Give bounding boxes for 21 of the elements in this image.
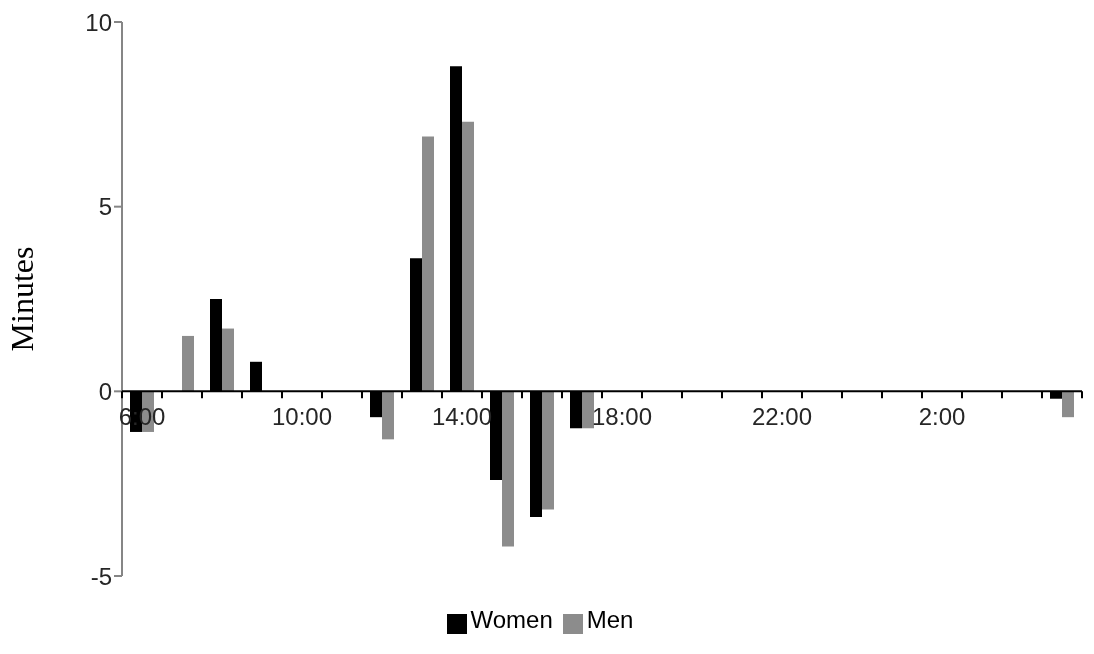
bar bbox=[502, 391, 514, 547]
x-tick-label: 18:00 bbox=[591, 403, 653, 431]
legend-label: Men bbox=[586, 606, 634, 633]
y-tick-label: 10 bbox=[85, 8, 112, 36]
bar bbox=[222, 328, 234, 392]
bar bbox=[462, 121, 474, 392]
bar bbox=[422, 136, 434, 392]
y-tick-label: 5 bbox=[98, 193, 112, 221]
y-axis-title: Minutes bbox=[4, 246, 41, 352]
bar bbox=[1062, 391, 1074, 418]
bar bbox=[182, 335, 194, 392]
x-tick-label: 2:00 bbox=[918, 403, 966, 431]
x-tick-label: 22:00 bbox=[751, 403, 813, 431]
bar bbox=[542, 391, 554, 510]
bar bbox=[382, 391, 394, 440]
x-tick-label: 6:00 bbox=[118, 403, 166, 431]
bar bbox=[582, 391, 594, 429]
y-tick-label: -5 bbox=[90, 562, 112, 590]
x-tick-label: 10:00 bbox=[271, 403, 333, 431]
legend-label: Women bbox=[470, 606, 553, 633]
y-tick-label: 0 bbox=[98, 377, 112, 405]
